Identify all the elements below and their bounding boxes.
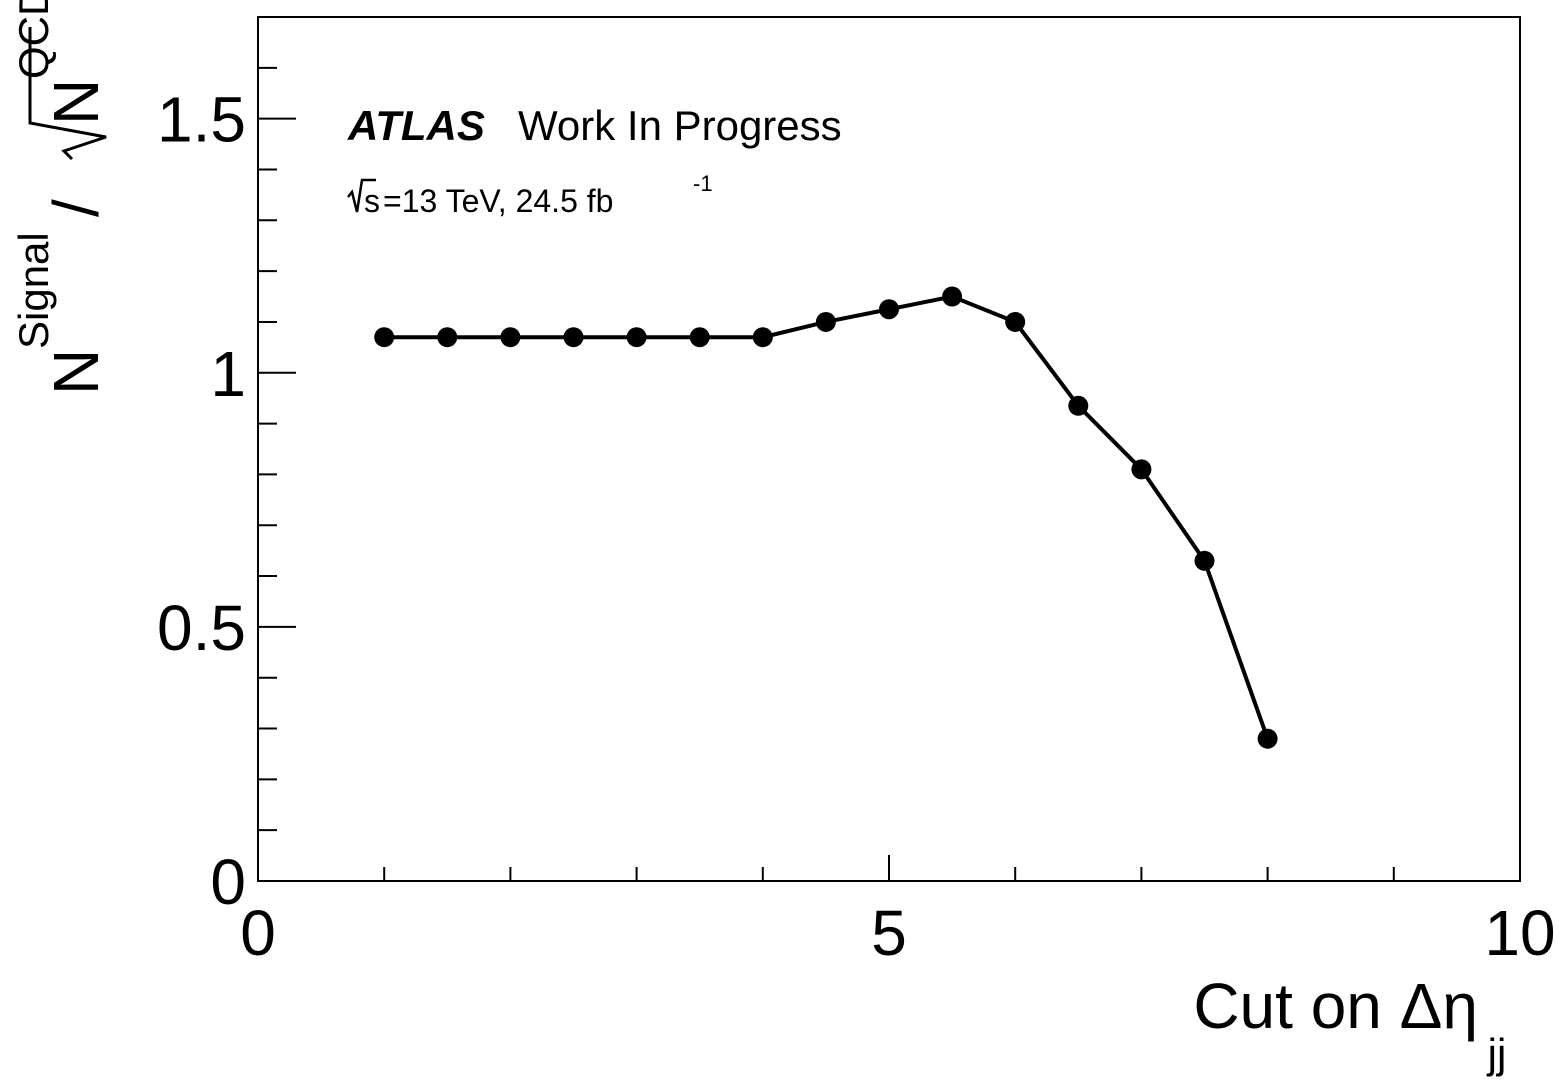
data-point [374, 327, 395, 348]
data-point [626, 327, 647, 348]
data-point [1131, 459, 1152, 480]
sqrt-symbol-icon [347, 178, 376, 213]
data-point [689, 327, 710, 348]
data-point [1257, 728, 1278, 749]
x-tick-label: 10 [1484, 897, 1555, 969]
x-axis-title-sub: jj [1486, 1030, 1507, 1077]
data-point [942, 286, 963, 307]
y-title-sub1: Signal [10, 232, 57, 349]
data-point [1194, 550, 1215, 571]
y-title-slash: / [40, 199, 112, 217]
x-tick-label: 0 [240, 897, 276, 969]
energy-text: =13 TeV, 24.5 fb [383, 183, 613, 219]
y-tick-label: 1 [210, 338, 246, 410]
energy-label: s =13 TeV, 24.5 fb -1 [347, 171, 713, 219]
axis-ticks [257, 16, 1521, 882]
tick-labels: 0 5 10 0 0.5 1 1.5 [157, 84, 1556, 969]
y-tick-label: 1.5 [157, 84, 246, 156]
x-tick-label: 5 [871, 897, 907, 969]
data-point [815, 311, 836, 332]
y-title-n1: N [40, 349, 112, 395]
data-points [374, 286, 1278, 749]
x-axis-title: Cut on Δη [1193, 970, 1478, 1042]
data-point [1005, 311, 1026, 332]
data-point [563, 327, 584, 348]
status-label: Work In Progress [518, 102, 842, 149]
data-point [1068, 395, 1089, 416]
series-line [384, 294, 1270, 740]
sqrt-symbol-icon [28, 27, 107, 161]
atlas-label: ATLAS [347, 102, 485, 149]
data-point [500, 327, 521, 348]
y-title-sub2: QCD [10, 0, 57, 79]
data-point [752, 327, 773, 348]
data-point [879, 299, 899, 320]
y-tick-label: 0.5 [157, 592, 246, 664]
y-tick-label: 0 [210, 846, 246, 918]
y-title-n2: N [40, 79, 112, 125]
data-point [437, 327, 458, 348]
y-axis-title: N Signal / N QCD [10, 0, 112, 395]
energy-s: s [364, 183, 380, 219]
energy-sup: -1 [693, 171, 713, 196]
